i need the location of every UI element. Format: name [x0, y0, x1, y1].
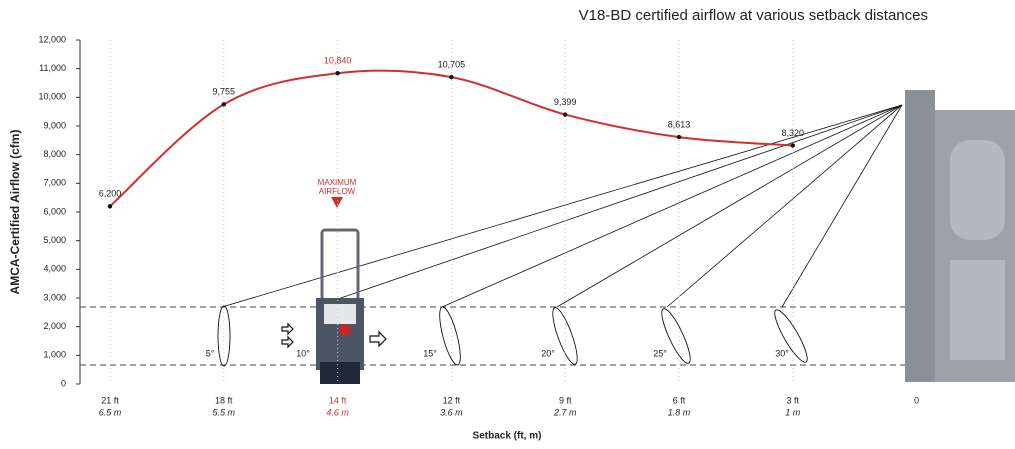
point: [335, 71, 340, 76]
point: [107, 204, 113, 209]
x-tick-label: 9 ft: [559, 395, 572, 405]
x-tick-label: 6 ft: [673, 395, 686, 405]
x-tick-label-m: 2.7 m: [553, 407, 577, 417]
y-axis-label: AMCA-Certified Airflow (cfm): [8, 130, 22, 295]
value-label: 10,705: [438, 59, 466, 69]
x-tick-label: 14 ft: [329, 395, 347, 405]
value-label: 8,320: [782, 128, 805, 138]
y-tick-label: 11,000: [39, 63, 66, 73]
x-tick-label-m: 5.5 m: [213, 407, 236, 417]
y-tick-label: 12,000: [38, 34, 66, 44]
x-tick-label: 18 ft: [215, 395, 233, 405]
y-tick-label: 7,000: [43, 178, 66, 188]
y-tick-label: 8,000: [43, 149, 66, 159]
x-axis-label: Setback (ft, m): [473, 431, 542, 442]
x-tick-label-m: 6.5 m: [99, 407, 122, 417]
angle-label: 5°: [206, 348, 215, 358]
x-tick-label-m: 4.6 m: [326, 407, 349, 417]
angle-label: 15°: [423, 348, 437, 358]
y-tick-label: 1,000: [43, 350, 66, 360]
point: [563, 112, 568, 117]
value-label: 9,755: [213, 87, 236, 97]
y-tick-label: 10,000: [38, 92, 66, 102]
value-label: 9,399: [554, 97, 577, 107]
y-tick-label: 0: [61, 378, 66, 388]
point: [676, 134, 682, 140]
x-tick-label: 0: [914, 395, 919, 405]
point: [790, 143, 795, 148]
door: [905, 90, 1015, 382]
value-label: 8,613: [668, 119, 691, 129]
chart-title: V18-BD certified airflow at various setb…: [579, 7, 928, 24]
y-tick-label: 3,000: [43, 292, 66, 302]
airflow-lines: [221, 104, 903, 308]
x-tick-label: 21 ft: [101, 395, 119, 405]
y-tick-label: 2,000: [43, 321, 66, 331]
angle-label: 20°: [541, 348, 555, 358]
angle-label: 30°: [775, 348, 789, 358]
y-tick-label: 6,000: [43, 206, 66, 216]
x-tick-label-m: 3.6 m: [440, 407, 463, 417]
angle-label: 10°: [296, 348, 310, 358]
point: [449, 74, 454, 80]
x-tick-label-m: 1.8 m: [668, 407, 691, 417]
pressure-washer: [316, 228, 364, 384]
angle-label: 25°: [653, 348, 667, 358]
y-tick-label: 9,000: [43, 120, 66, 130]
x-tick-label: 12 ft: [443, 395, 461, 405]
point: [221, 102, 226, 107]
x-tick-label: 3 ft: [787, 395, 800, 405]
flow-arrows: [281, 322, 387, 349]
value-label: 10,840: [324, 56, 352, 66]
y-tick-label: 4,000: [43, 264, 66, 274]
y-tick-label: 5,000: [43, 235, 66, 245]
value-label: 6,200: [99, 189, 122, 199]
x-tick-label-m: 1 m: [785, 407, 801, 417]
annotation-arrow: [331, 197, 343, 208]
illustration: [80, 90, 1015, 384]
annotation: MAXIMUM AIRFLOW: [318, 178, 357, 196]
airflow-cones: [217, 305, 808, 367]
